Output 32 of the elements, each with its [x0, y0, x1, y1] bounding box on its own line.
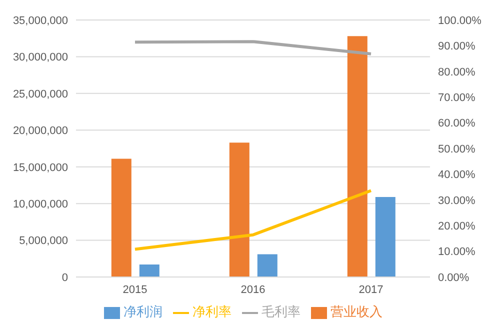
- y2-tick-label: 20.00%: [438, 220, 476, 233]
- y2-tick-label: 40.00%: [438, 169, 476, 182]
- y-tick-label: 35,000,000: [12, 14, 68, 27]
- bar: [139, 264, 160, 277]
- y2-tick-label: 80.00%: [438, 66, 476, 78]
- bar: [347, 36, 368, 277]
- y-tick-label: 30,000,000: [12, 52, 68, 64]
- y-tick-label: 25,000,000: [12, 88, 68, 100]
- y-tick-label: 5,000,000: [19, 235, 68, 248]
- y-tick-label: 10,000,000: [12, 198, 68, 210]
- legend-label: 毛利率: [262, 304, 300, 319]
- legend-label: 净利率: [192, 304, 232, 319]
- y2-tick-label: 10.00%: [438, 246, 476, 258]
- bar: [111, 158, 132, 277]
- y-tick-label: 20,000,000: [12, 125, 68, 138]
- y2-tick-label: 50.00%: [438, 143, 476, 156]
- bar: [229, 142, 250, 277]
- y2-tick-label: 90.00%: [438, 40, 476, 53]
- y2-tick-label: 0.00%: [438, 272, 470, 284]
- x-tick-label: 2016: [240, 284, 266, 296]
- bar: [375, 196, 396, 277]
- legend-label: 净利润: [124, 304, 162, 319]
- x-tick-label: 2017: [358, 284, 384, 296]
- bar: [257, 254, 278, 277]
- y2-tick-label: 100.00%: [438, 14, 482, 27]
- y-tick-label: 15,000,000: [12, 162, 68, 174]
- y-tick-label: 0: [62, 272, 68, 284]
- y2-tick-label: 70.00%: [438, 92, 476, 104]
- legend-label: 营业收入: [330, 304, 382, 319]
- y2-tick-label: 60.00%: [438, 118, 476, 130]
- y2-tick-label: 30.00%: [438, 194, 476, 207]
- x-tick-label: 2015: [122, 284, 148, 296]
